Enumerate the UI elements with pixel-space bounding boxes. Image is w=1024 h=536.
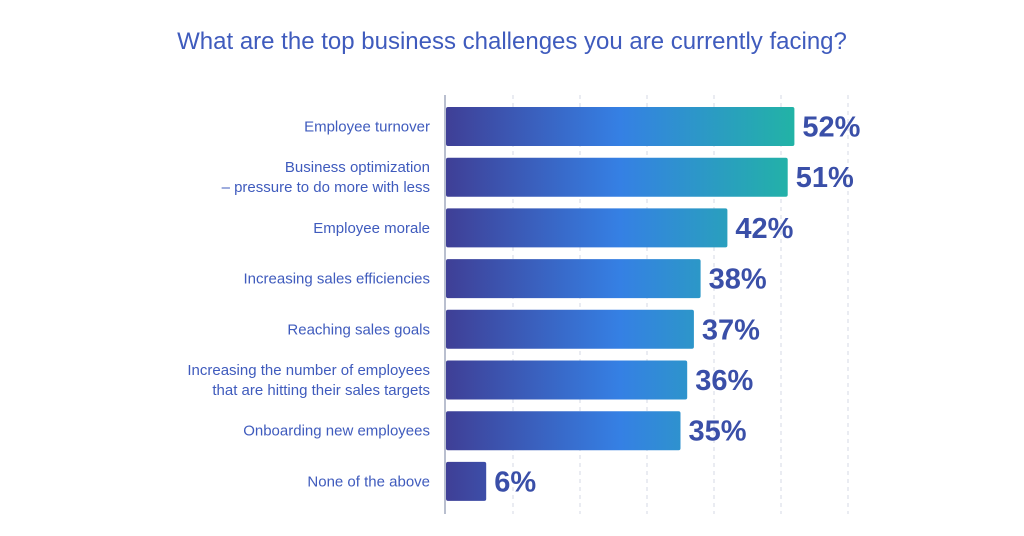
bar — [446, 107, 795, 146]
category-label: Onboarding new employees — [243, 423, 430, 440]
category-label: Increasing the number of employees that a… — [187, 362, 430, 399]
bar — [446, 208, 728, 248]
bars — [446, 107, 795, 501]
category-labels: Employee turnover Business optimization – … — [187, 119, 430, 491]
value-label: 36% — [695, 365, 753, 397]
value-label: 42% — [735, 213, 793, 245]
bar — [446, 259, 701, 299]
bar — [446, 309, 694, 349]
category-label: Employee turnover — [304, 119, 430, 136]
value-label: 52% — [802, 112, 860, 144]
bar — [446, 411, 681, 451]
category-label: None of the above — [307, 473, 430, 490]
gridlines — [512, 95, 849, 514]
category-label: Increasing sales efficiencies — [244, 271, 431, 288]
bar — [446, 360, 688, 400]
category-label: Employee morale — [313, 220, 430, 237]
category-label: Reaching sales goals — [287, 321, 430, 338]
value-label: 38% — [709, 264, 767, 296]
value-label: 37% — [702, 314, 760, 346]
value-label: 35% — [689, 416, 747, 448]
category-label: Business optimization – pressure to do mo… — [222, 159, 430, 196]
chart-title: What are the top business challenges you… — [177, 28, 847, 55]
bar — [446, 461, 487, 501]
bar — [446, 157, 788, 197]
value-label: 51% — [796, 162, 854, 194]
value-labels: 52% 51%42% 38% 37% 36% 35% 6% — [494, 112, 860, 499]
value-label: 6% — [494, 466, 536, 498]
